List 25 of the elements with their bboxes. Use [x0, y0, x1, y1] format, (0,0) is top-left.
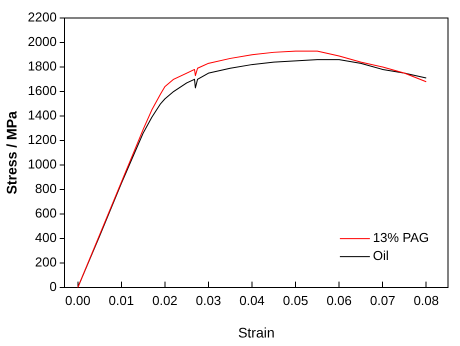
x-tick-label: 0.01: [108, 292, 134, 308]
y-tick-label: 1200: [28, 132, 57, 148]
y-tick-label: 2000: [28, 34, 57, 50]
x-tick-label: 0.04: [239, 292, 265, 308]
y-tick-label: 1400: [28, 108, 57, 123]
x-tick-label: 0.06: [326, 292, 352, 308]
x-tick-label: 0.03: [196, 292, 222, 308]
legend-label: 13% PAG: [372, 230, 430, 246]
y-tick-label: 1000: [28, 156, 57, 172]
legend-label: Oil: [372, 248, 389, 264]
y-tick-label: 1800: [28, 58, 57, 74]
y-tick-label: 0: [49, 279, 57, 294]
x-tick-label: 0.02: [152, 292, 178, 308]
y-tick-label: 600: [35, 206, 57, 221]
y-tick-label: 400: [35, 230, 57, 246]
y-tick-label: 200: [35, 254, 57, 270]
x-tick-label: 0.07: [370, 292, 396, 308]
y-tick-label: 2200: [28, 10, 57, 25]
y-axis-title: Stress / MPa: [3, 110, 20, 194]
y-tick-label: 1600: [28, 83, 57, 98]
x-tick-label: 0.00: [65, 292, 90, 308]
y-tick-label: 800: [35, 181, 57, 196]
x-tick-label: 0.05: [282, 292, 308, 308]
x-tick-label: 0.08: [414, 292, 439, 308]
x-axis-title: Strain: [238, 324, 275, 340]
